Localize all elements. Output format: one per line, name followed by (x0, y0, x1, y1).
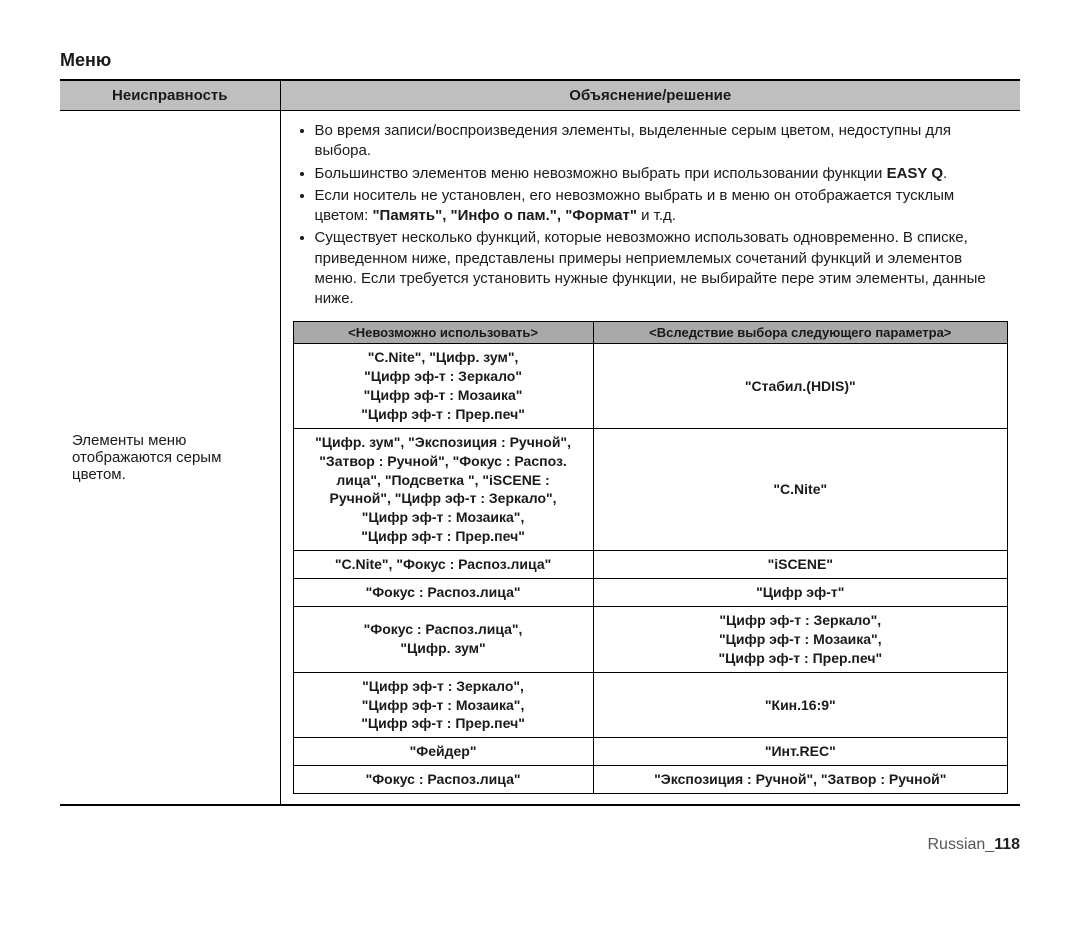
footer-page: 118 (994, 836, 1020, 853)
table-row: "Цифр эф-т : Зеркало","Цифр эф-т : Мозаи… (293, 672, 1008, 738)
table-row: "Фокус : Распоз.лица""Цифр эф-т" (293, 579, 1008, 607)
restriction-right: "iSCENE" (593, 551, 1007, 579)
restriction-left: "Фейдер" (293, 738, 593, 766)
bullet-item: Во время записи/воспроизведения элементы… (315, 121, 1009, 162)
troubleshooting-table: Неисправность Объяснение/решение Элемент… (60, 79, 1020, 806)
bold-text: "Память", "Инфо о пам.", "Формат" (372, 207, 637, 224)
restrictions-table: <Невозможно использовать> <Вследствие вы… (293, 321, 1009, 794)
restriction-right: "Инт.REC" (593, 738, 1007, 766)
table-row: "Цифр. зум", "Экспозиция : Ручной","Затв… (293, 428, 1008, 550)
table-row: "Фейдер""Инт.REC" (293, 738, 1008, 766)
bold-text: EASY Q (887, 165, 943, 182)
table-row: "C.Nite", "Цифр. зум","Цифр эф-т : Зерка… (293, 344, 1008, 429)
explanation-cell: Во время записи/воспроизведения элементы… (280, 111, 1020, 806)
table-row: "Фокус : Распоз.лица","Цифр. зум""Цифр э… (293, 606, 1008, 672)
restriction-right: "C.Nite" (593, 428, 1007, 550)
issue-cell: Элементы меню отображаются серым цветом. (60, 111, 280, 806)
inner-header-left: <Невозможно использовать> (293, 322, 593, 344)
restriction-left: "Цифр. зум", "Экспозиция : Ручной","Затв… (293, 428, 593, 550)
header-col2: Объяснение/решение (280, 80, 1020, 111)
header-col1: Неисправность (60, 80, 280, 111)
restriction-left: "Фокус : Распоз.лица","Цифр. зум" (293, 606, 593, 672)
restriction-left: "Фокус : Распоз.лица" (293, 579, 593, 607)
inner-tbody: "C.Nite", "Цифр. зум","Цифр эф-т : Зерка… (293, 344, 1008, 794)
inner-header-right: <Вследствие выбора следующего параметра> (593, 322, 1007, 344)
section-title: Меню (60, 50, 1020, 71)
footer-lang: Russian_ (927, 836, 994, 853)
bullet-item: Большинство элементов меню невозможно вы… (315, 164, 1009, 184)
table-row: "C.Nite", "Фокус : Распоз.лица""iSCENE" (293, 551, 1008, 579)
restriction-right: "Экспозиция : Ручной", "Затвор : Ручной" (593, 766, 1007, 794)
bullet-item: Если носитель не установлен, его невозмо… (315, 186, 1009, 227)
restriction-right: "Цифр эф-т" (593, 579, 1007, 607)
restriction-left: "C.Nite", "Фокус : Распоз.лица" (293, 551, 593, 579)
bullet-item: Существует несколько функций, которые не… (315, 228, 1009, 309)
restriction-right: "Стабил.(HDIS)" (593, 344, 1007, 429)
restriction-right: "Кин.16:9" (593, 672, 1007, 738)
table-row: "Фокус : Распоз.лица""Экспозиция : Ручно… (293, 766, 1008, 794)
restriction-left: "Фокус : Распоз.лица" (293, 766, 593, 794)
restriction-left: "Цифр эф-т : Зеркало","Цифр эф-т : Мозаи… (293, 672, 593, 738)
page-footer: Russian_118 (60, 836, 1020, 854)
restriction-right: "Цифр эф-т : Зеркало","Цифр эф-т : Мозаи… (593, 606, 1007, 672)
bullet-list: Во время записи/воспроизведения элементы… (293, 121, 1009, 309)
restriction-left: "C.Nite", "Цифр. зум","Цифр эф-т : Зерка… (293, 344, 593, 429)
